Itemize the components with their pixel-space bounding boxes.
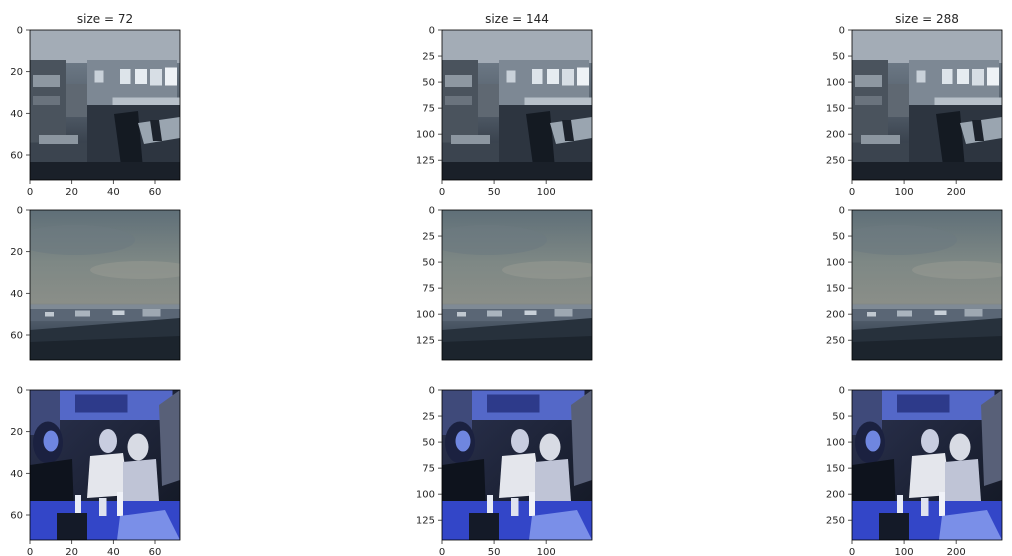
axes-frame [29, 29, 181, 181]
y-tick-label: 200 [826, 310, 845, 321]
subplot-2-1: 0 25 50 75 100 125 0 50 100 [416, 386, 593, 556]
y-tick-label: 75 [422, 284, 435, 295]
x-tick-label: 200 [947, 547, 966, 556]
x-tick-label: 20 [65, 187, 78, 198]
y-tick-label: 50 [832, 52, 845, 63]
y-tick-label: 250 [826, 156, 845, 167]
x-tick-label: 20 [65, 547, 78, 556]
x-tick-label: 0 [439, 187, 445, 198]
y-tick-label: 75 [422, 464, 435, 475]
x-tick-label: 100 [895, 187, 914, 198]
y-tick-label: 75 [422, 104, 435, 115]
y-tick-label: 0 [429, 206, 435, 217]
y-tick-label: 125 [416, 516, 435, 527]
x-tick-label: 0 [27, 187, 33, 198]
y-tick-label: 60 [10, 151, 23, 162]
y-tick-label: 25 [422, 412, 435, 423]
y-tick-label: 20 [10, 67, 23, 78]
axes-frame [441, 389, 593, 541]
y-tick-label: 100 [826, 78, 845, 89]
y-tick-label: 0 [17, 386, 23, 397]
x-tick-label: 0 [849, 547, 855, 556]
y-tick-label: 125 [416, 156, 435, 167]
y-tick-label: 100 [826, 258, 845, 269]
x-tick-label: 50 [488, 187, 501, 198]
image-cloudy-sky-landscape [852, 210, 1002, 360]
axes-frame [851, 389, 1003, 541]
y-tick-label: 250 [826, 336, 845, 347]
subplot-1-0: 0 20 40 60 [10, 206, 181, 361]
y-tick-label: 25 [422, 232, 435, 243]
y-tick-label: 50 [422, 438, 435, 449]
y-tick-label: 0 [839, 206, 845, 217]
y-tick-label: 250 [826, 516, 845, 527]
y-tick-label: 200 [826, 490, 845, 501]
y-tick-label: 100 [416, 310, 435, 321]
axes-frame [441, 209, 593, 361]
y-tick-label: 125 [416, 336, 435, 347]
x-tick-label: 60 [149, 547, 162, 556]
y-tick-label: 50 [832, 232, 845, 243]
x-tick-label: 100 [537, 547, 556, 556]
y-tick-label: 150 [826, 464, 845, 475]
x-tick-label: 40 [107, 187, 120, 198]
x-tick-label: 50 [488, 547, 501, 556]
subplot-1-2: 0 50 100 150 200 250 [826, 206, 1003, 361]
y-tick-label: 50 [422, 258, 435, 269]
subplot-0-2: size = 288 0 50 100 150 200 250 0 100 200 [826, 12, 1003, 198]
image-kitchen-dining-room [30, 30, 180, 180]
y-tick-label: 0 [839, 386, 845, 397]
y-tick-label: 150 [826, 284, 845, 295]
y-tick-label: 20 [10, 427, 23, 438]
y-tick-label: 100 [416, 130, 435, 141]
subplot-title: size = 72 [77, 12, 133, 26]
y-tick-label: 20 [10, 247, 23, 258]
image-kitchen-dining-room [442, 30, 592, 180]
x-tick-label: 0 [27, 547, 33, 556]
y-tick-label: 100 [826, 438, 845, 449]
y-tick-label: 100 [416, 490, 435, 501]
x-tick-label: 100 [895, 547, 914, 556]
image-cloudy-sky-landscape [30, 210, 180, 360]
axes-frame [851, 209, 1003, 361]
y-tick-label: 200 [826, 130, 845, 141]
y-tick-label: 0 [17, 26, 23, 37]
y-tick-label: 50 [832, 412, 845, 423]
y-tick-label: 0 [429, 386, 435, 397]
y-tick-label: 60 [10, 331, 23, 342]
x-tick-label: 100 [537, 187, 556, 198]
image-kitchen-dining-room [852, 30, 1002, 180]
image-people-at-table [852, 390, 1002, 540]
y-tick-label: 150 [826, 104, 845, 115]
subplot-title: size = 288 [895, 12, 959, 26]
y-tick-label: 0 [17, 206, 23, 217]
y-tick-label: 40 [10, 469, 23, 480]
y-tick-label: 50 [422, 78, 435, 89]
subplot-title: size = 144 [485, 12, 549, 26]
x-tick-label: 0 [439, 547, 445, 556]
x-tick-label: 60 [149, 187, 162, 198]
x-tick-label: 200 [947, 187, 966, 198]
subplot-0-1: size = 144 0 25 50 75 100 125 0 50 100 [416, 12, 593, 198]
image-people-at-table [442, 390, 592, 540]
y-tick-label: 0 [429, 26, 435, 37]
axes-frame [441, 29, 593, 181]
image-cloudy-sky-landscape [442, 210, 592, 360]
y-tick-label: 25 [422, 52, 435, 63]
subplot-1-1: 0 25 50 75 100 125 [416, 206, 593, 361]
axes-frame [29, 389, 181, 541]
y-tick-label: 60 [10, 511, 23, 522]
axes-frame [29, 209, 181, 361]
subplot-0-0: size = 72 0 20 40 60 0 20 40 60 [10, 12, 181, 198]
y-tick-label: 40 [10, 109, 23, 120]
x-tick-label: 0 [849, 187, 855, 198]
axes-frame [851, 29, 1003, 181]
y-tick-label: 40 [10, 289, 23, 300]
image-people-at-table [30, 390, 180, 540]
y-tick-label: 0 [839, 26, 845, 37]
x-tick-label: 40 [107, 547, 120, 556]
subplot-2-0: 0 20 40 60 0 20 40 60 [10, 386, 181, 556]
subplot-2-2: 0 50 100 150 200 250 0 100 200 [826, 386, 1003, 556]
